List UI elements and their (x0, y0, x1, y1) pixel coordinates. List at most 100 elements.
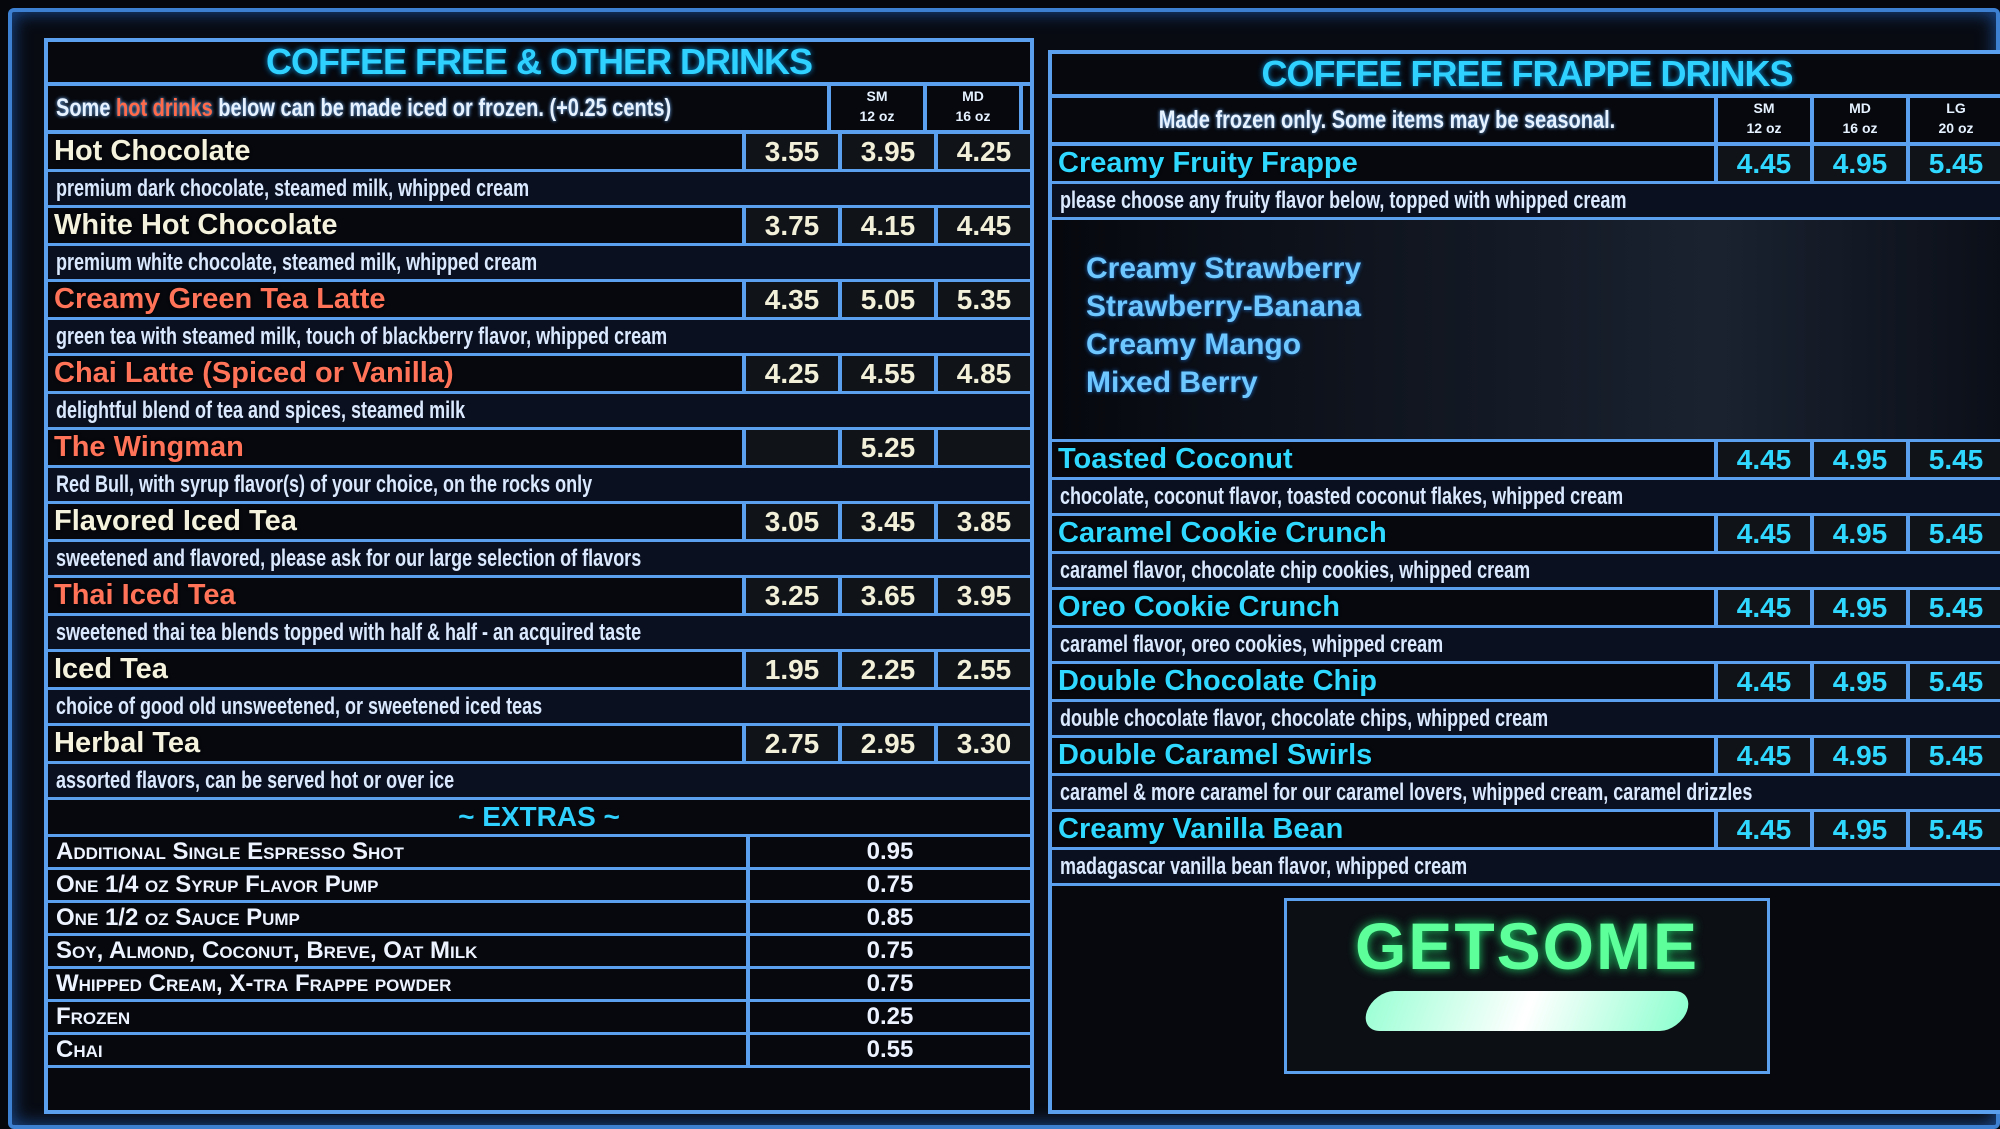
menu-item-row: Creamy Green Tea Latte 4.35 5.05 5.35 (48, 282, 1030, 320)
extra-price: 0.75 (746, 936, 1030, 966)
size-oz: 12 oz (1746, 120, 1782, 136)
item-price: 4.95 (1810, 146, 1906, 181)
item-price: 4.95 (1810, 664, 1906, 699)
item-price: 3.75 (742, 208, 838, 243)
item-name: White Hot Chocolate (54, 209, 338, 241)
size-code: LG (1946, 100, 1966, 116)
description-text: assorted flavors, can be served hot or o… (56, 767, 455, 794)
flavor-option: Creamy Mango (1086, 328, 1302, 361)
menu-item-row: Caramel Cookie Crunch 4.45 4.95 5.45 (1052, 516, 2000, 554)
description-text: caramel flavor, oreo cookies, whipped cr… (1060, 631, 1444, 658)
size-header: Made frozen only. Some items may be seas… (1052, 98, 2000, 146)
item-price: 3.65 (838, 578, 934, 613)
extra-price: 0.75 (746, 870, 1030, 900)
item-price: 3.45 (838, 504, 934, 539)
size-code: MD (1849, 100, 1871, 116)
item-description: premium dark chocolate, steamed milk, wh… (48, 172, 1030, 208)
size-oz: 20 oz (1938, 120, 1974, 136)
extra-row: Chai 0.55 (48, 1035, 1030, 1068)
extra-name: Chai (56, 1036, 103, 1063)
item-price: 5.45 (1906, 812, 2000, 847)
item-description: sweetened thai tea blends topped with ha… (48, 616, 1030, 652)
extra-name: Whipped Cream, X-tra Frappe powder (56, 970, 452, 997)
description-text: premium white chocolate, steamed milk, w… (56, 249, 538, 276)
flavor-option: Strawberry-Banana (1086, 290, 1362, 323)
flavor-list: Creamy Strawberry Strawberry-Banana Creamy… (1052, 220, 2000, 442)
item-description: premium white chocolate, steamed milk, w… (48, 246, 1030, 282)
menu-item-row: Toasted Coconut 4.45 4.95 5.45 (1052, 442, 2000, 480)
extra-row: One 1/2 oz Sauce Pump 0.85 (48, 903, 1030, 936)
description-text: chocolate, coconut flavor, toasted cocon… (1060, 483, 1624, 510)
item-price: 4.45 (1714, 664, 1810, 699)
item-price: 4.95 (1810, 516, 1906, 551)
panel-note: Some hot drinks below can be made iced o… (48, 86, 671, 130)
note-text: below can be made iced or frozen. (+0.25… (212, 94, 672, 122)
description-text: madagascar vanilla bean flavor, whipped … (1060, 853, 1468, 880)
logo-swoosh (1359, 991, 1695, 1031)
item-price: 5.45 (1906, 442, 2000, 477)
description-text: sweetened thai tea blends topped with ha… (56, 619, 642, 646)
item-name: Double Caramel Swirls (1058, 739, 1373, 771)
menu-item-row: White Hot Chocolate 3.75 4.15 4.45 (48, 208, 1030, 246)
item-price: 4.45 (1714, 590, 1810, 625)
menu-item-row: Chai Latte (Spiced or Vanilla) 4.25 4.55 4.… (48, 356, 1030, 394)
extras-title: ~ EXTRAS ~ (48, 800, 1030, 837)
item-price: 4.45 (934, 208, 1030, 243)
menu-item-row: Creamy Vanilla Bean 4.45 4.95 5.45 (1052, 812, 2000, 850)
description-text: delightful blend of tea and spices, stea… (56, 397, 466, 424)
item-price: 2.55 (934, 652, 1030, 687)
description-text: Red Bull, with syrup flavor(s) of your c… (56, 471, 593, 498)
menu-board: COFFEE FREE & OTHER DRINKS Some hot drin… (8, 8, 2000, 1129)
menu-item-row: Iced Tea 1.95 2.25 2.55 (48, 652, 1030, 690)
logo-text: GETSOME (1354, 909, 1700, 983)
item-price: 4.45 (1714, 442, 1810, 477)
extra-price: 0.95 (746, 837, 1030, 867)
menu-item-row: Double Chocolate Chip 4.45 4.95 5.45 (1052, 664, 2000, 702)
item-price: 4.45 (1714, 738, 1810, 773)
description-text: caramel flavor, chocolate chip cookies, … (1060, 557, 1531, 584)
item-price: 5.05 (838, 282, 934, 317)
item-description: caramel flavor, oreo cookies, whipped cr… (1052, 628, 2000, 664)
description-text: sweetened and flavored, please ask for o… (56, 545, 642, 572)
item-name: Flavored Iced Tea (54, 505, 297, 537)
item-price: 5.35 (934, 282, 1030, 317)
getsome-logo: GETSOME (1284, 898, 1770, 1074)
item-price: 4.25 (742, 356, 838, 391)
extra-name: Soy, Almond, Coconut, Breve, Oat Milk (56, 937, 478, 964)
item-price: 5.45 (1906, 738, 2000, 773)
note-text: Some (56, 94, 117, 122)
item-description: delightful blend of tea and spices, stea… (48, 394, 1030, 430)
description-text: green tea with steamed milk, touch of bl… (56, 323, 668, 350)
item-name: Hot Chocolate (54, 135, 251, 167)
item-description: double chocolate flavor, chocolate chips… (1052, 702, 2000, 738)
size-column-header: SM 12 oz (826, 86, 923, 130)
item-name: The Wingman (54, 431, 244, 463)
note-hot-text: hot drinks (116, 94, 213, 122)
size-code: SM (866, 88, 888, 104)
item-price: 4.35 (742, 282, 838, 317)
item-price: 4.25 (934, 134, 1030, 169)
item-price: 3.30 (934, 726, 1030, 761)
menu-item-row: Herbal Tea 2.75 2.95 3.30 (48, 726, 1030, 764)
item-price: 2.25 (838, 652, 934, 687)
size-column-header: SM 12 oz (1714, 98, 1810, 142)
item-price: 4.45 (1714, 146, 1810, 181)
description-text: choice of good old unsweetened, or sweet… (56, 693, 543, 720)
item-price: 4.85 (934, 356, 1030, 391)
size-header: Some hot drinks below can be made iced o… (48, 86, 1086, 134)
item-description: choice of good old unsweetened, or sweet… (48, 690, 1030, 726)
extra-name: One 1/4 oz Syrup Flavor Pump (56, 871, 379, 898)
menu-item-row: Double Caramel Swirls 4.45 4.95 5.45 (1052, 738, 2000, 776)
item-description: assorted flavors, can be served hot or o… (48, 764, 1030, 800)
item-price: 5.25 (838, 430, 934, 465)
item-price: 5.45 (1906, 516, 2000, 551)
extra-row: Soy, Almond, Coconut, Breve, Oat Milk 0.7… (48, 936, 1030, 969)
item-price: 5.45 (1906, 664, 2000, 699)
item-price: 4.95 (1810, 442, 1906, 477)
description-text: double chocolate flavor, chocolate chips… (1060, 705, 1549, 732)
menu-item-row: The Wingman 5.25 (48, 430, 1030, 468)
item-price: 5.45 (1906, 590, 2000, 625)
item-price: 4.95 (1810, 812, 1906, 847)
extra-price: 0.25 (746, 1002, 1030, 1032)
extra-row: Frozen 0.25 (48, 1002, 1030, 1035)
